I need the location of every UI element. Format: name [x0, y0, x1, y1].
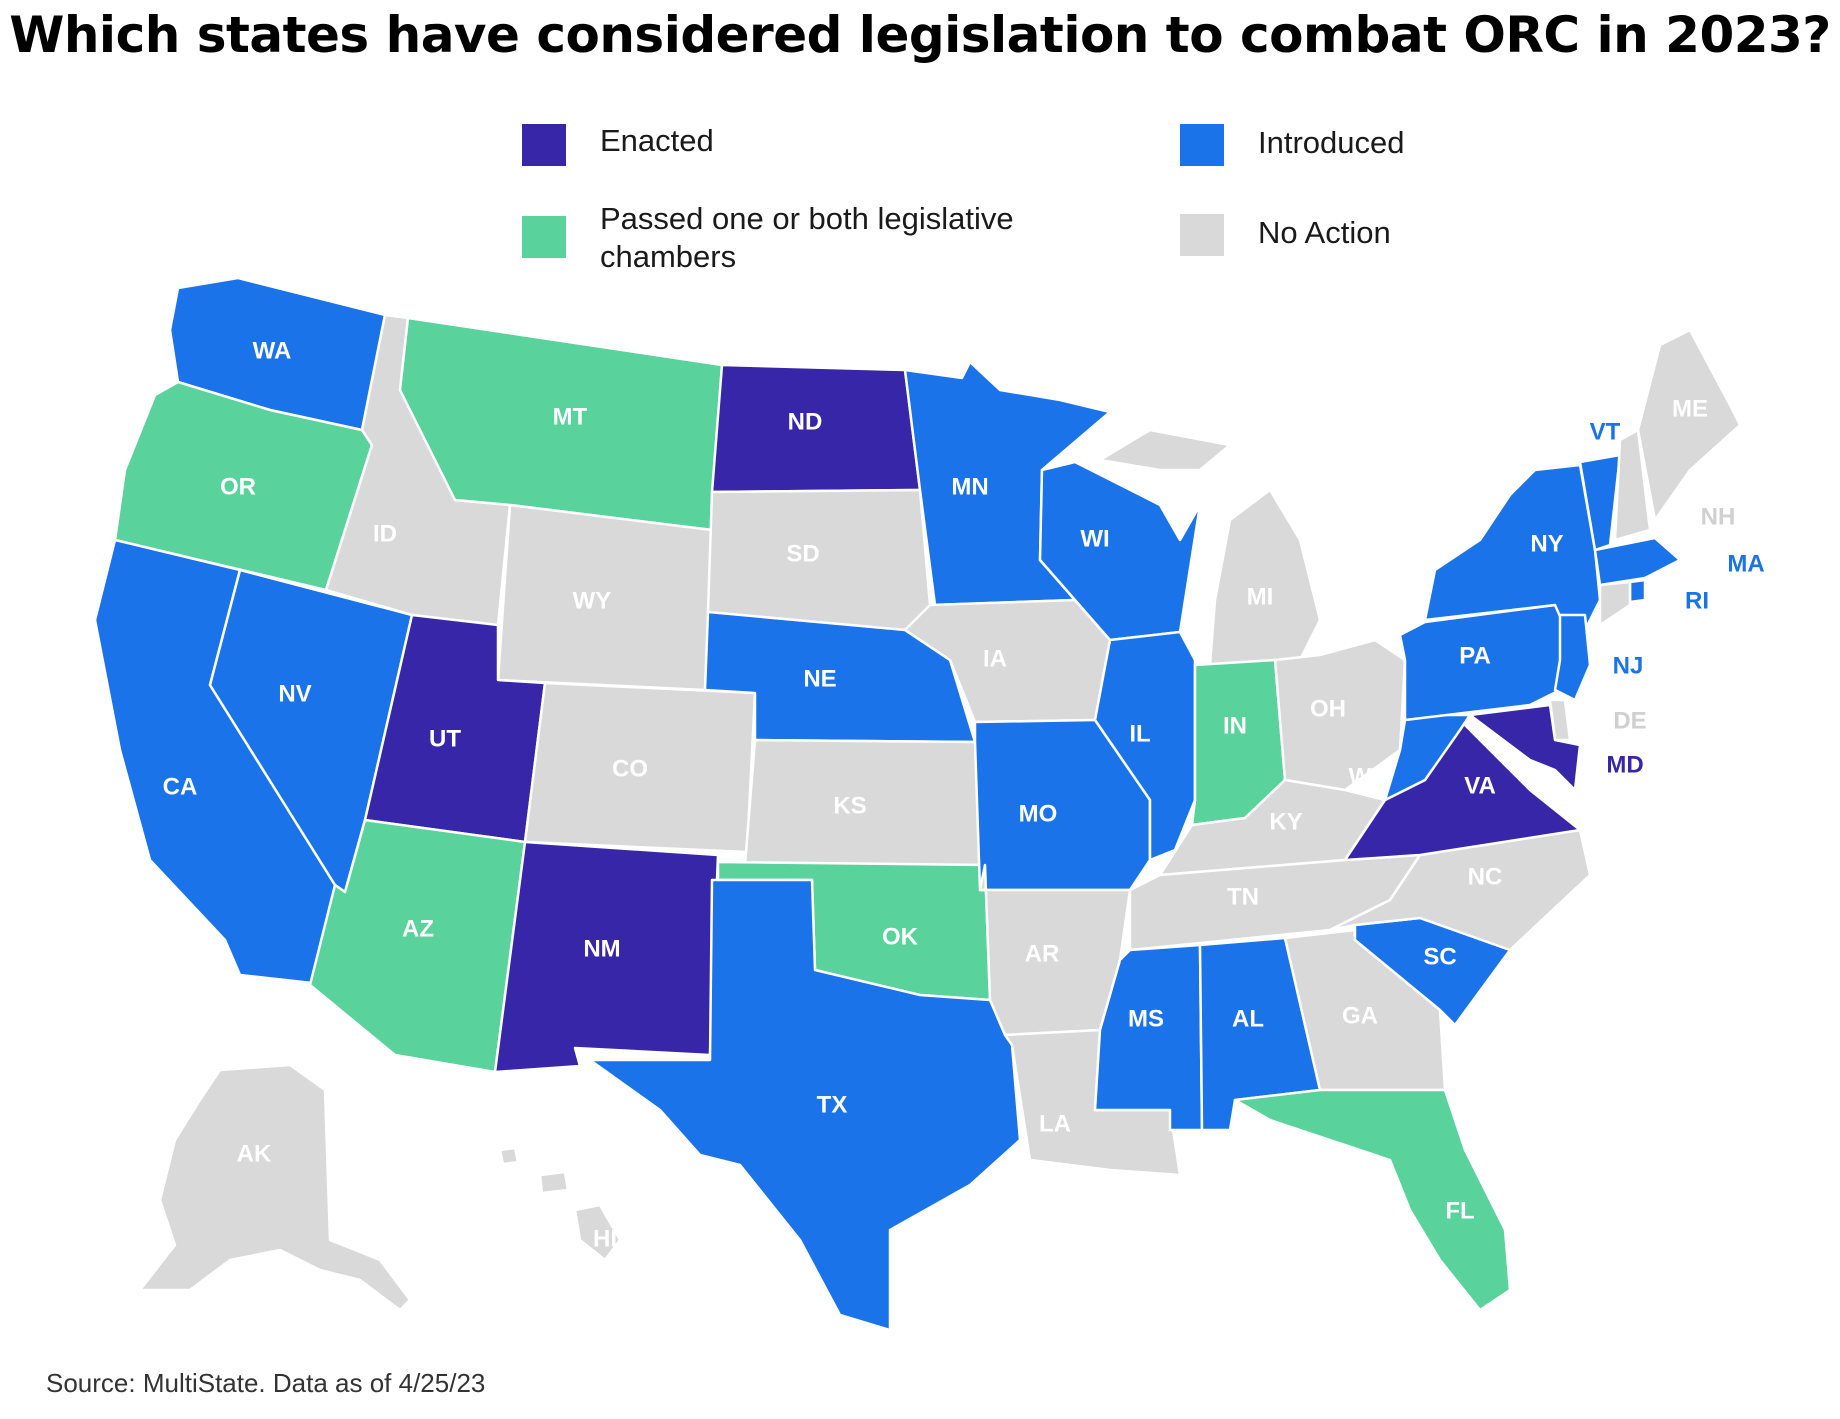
state-shapes [93, 276, 1742, 1332]
state-label-CO: CO [612, 755, 648, 782]
legend-passed: Passed one or both legislative chambers [522, 201, 1040, 276]
state-label-ND: ND [788, 408, 823, 435]
legend-label-enacted: Enacted [600, 123, 714, 158]
state-label-WI: WI [1080, 525, 1109, 552]
state-MN [903, 360, 1112, 607]
state-MI [1098, 428, 1322, 667]
legend-enacted: Enacted [522, 123, 714, 166]
state-label-FL: FL [1445, 1197, 1474, 1224]
state-NJ [1553, 613, 1592, 702]
state-label-WY: WY [573, 587, 612, 614]
state-label-MO: MO [1019, 800, 1058, 827]
state-label-VA: VA [1464, 772, 1496, 799]
state-label-NE: NE [803, 665, 836, 692]
state-ME [1636, 328, 1742, 522]
state-label-SD: SD [786, 540, 819, 567]
state-label-GA: GA [1342, 1002, 1378, 1029]
state-label-IN: IN [1223, 712, 1247, 739]
state-label-PA: PA [1459, 642, 1491, 669]
state-label-NY: NY [1530, 530, 1563, 557]
legend-swatch-no-action [1180, 214, 1224, 256]
legend-swatch-enacted [522, 124, 566, 166]
state-TX [588, 878, 1022, 1332]
state-label-HI: HI [593, 1225, 617, 1252]
state-HI [498, 1146, 622, 1262]
state-label-VT: VT [1590, 418, 1621, 445]
state-label-WV: WV [1349, 763, 1388, 790]
state-MD [1468, 703, 1582, 792]
state-label-NJ: NJ [1613, 652, 1644, 679]
state-label-IL: IL [1129, 720, 1150, 747]
state-WI [1038, 460, 1202, 642]
state-label-MS: MS [1128, 1005, 1164, 1032]
state-label-ME: ME [1672, 395, 1708, 422]
state-label-CT: CT [1652, 605, 1684, 632]
map-title: Which states have considered legislation… [9, 6, 1831, 64]
state-label-NC: NC [1468, 863, 1503, 890]
state-label-NM: NM [583, 935, 620, 962]
legend-swatch-passed [522, 216, 566, 258]
source-note: Source: MultiState. Data as of 4/25/23 [46, 1368, 486, 1398]
state-label-MI: MI [1247, 583, 1274, 610]
state-AK [138, 1063, 412, 1312]
state-label-MD: MD [1606, 751, 1643, 778]
state-FL [1233, 1088, 1512, 1312]
state-label-OR: OR [220, 473, 256, 500]
state-NC [1328, 828, 1592, 952]
legend-label-passed: Passed one or both legislative chambers [600, 201, 1014, 274]
state-label-ID: ID [373, 520, 397, 547]
legend-swatch-introduced [1180, 124, 1224, 166]
state-label-LA: LA [1039, 1110, 1071, 1137]
state-label-CA: CA [163, 773, 198, 800]
legend-label-introduced: Introduced [1258, 125, 1405, 160]
state-label-NH: NH [1701, 503, 1736, 530]
state-NH [1613, 428, 1652, 542]
state-label-KY: KY [1269, 808, 1302, 835]
state-label-MN: MN [951, 473, 988, 500]
state-label-OH: OH [1310, 695, 1346, 722]
state-label-MT: MT [553, 403, 588, 430]
state-label-NV: NV [278, 680, 311, 707]
state-NM [493, 840, 720, 1074]
state-RI [1628, 578, 1647, 604]
state-label-OK: OK [882, 923, 919, 950]
state-label-UT: UT [429, 725, 461, 752]
state-label-AL: AL [1232, 1005, 1264, 1032]
state-label-TN: TN [1227, 883, 1259, 910]
state-label-DE: DE [1613, 707, 1646, 734]
state-label-WA: WA [253, 337, 292, 364]
legend-no-action: No Action [1180, 214, 1391, 256]
state-label-AK: AK [237, 1140, 272, 1167]
state-CT [1598, 580, 1632, 627]
state-label-RI: RI [1685, 587, 1709, 614]
state-label-SC: SC [1423, 943, 1456, 970]
state-label-TX: TX [817, 1091, 848, 1118]
legend-introduced: Introduced [1180, 124, 1405, 166]
state-labels: WA OR CA NV ID MT WY UT AZ CO NM ND SD N… [163, 337, 1765, 1252]
state-label-AR: AR [1025, 940, 1060, 967]
state-label-AZ: AZ [402, 915, 434, 942]
state-label-IA: IA [983, 645, 1007, 672]
legend-label-no-action: No Action [1258, 215, 1391, 250]
state-MA [1593, 536, 1682, 587]
state-VT [1578, 453, 1622, 552]
state-label-MA: MA [1727, 550, 1764, 577]
state-label-KS: KS [833, 792, 866, 819]
